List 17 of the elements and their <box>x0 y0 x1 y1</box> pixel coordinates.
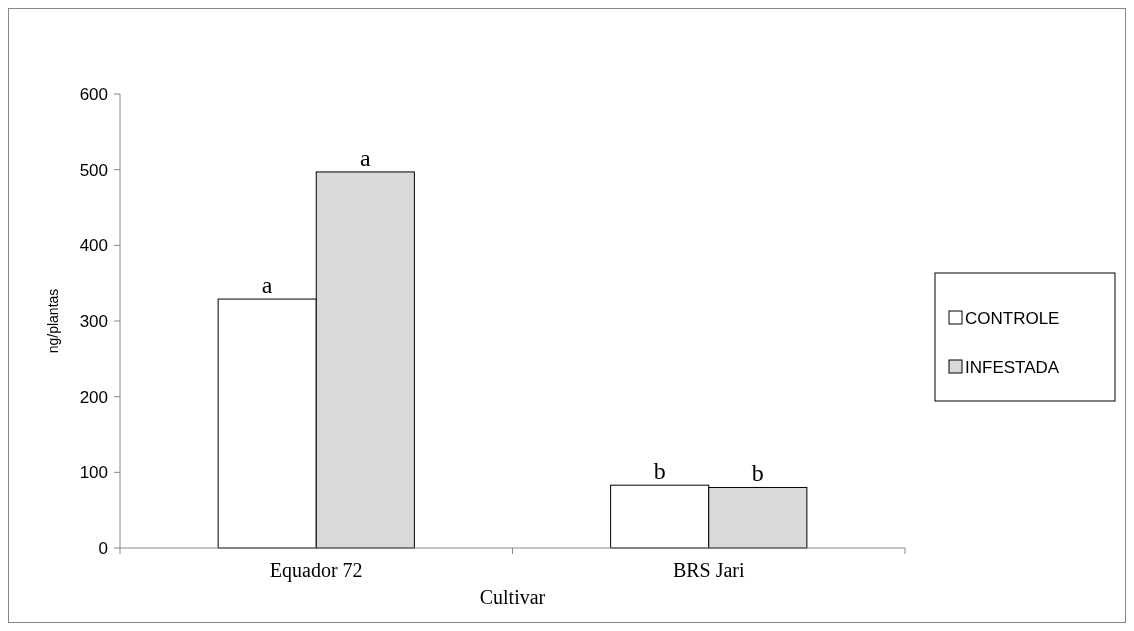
x-tick-label: Equador 72 <box>269 559 363 582</box>
y-tick-label: 0 <box>98 538 108 558</box>
annotation: b <box>653 458 666 485</box>
annotation: a <box>359 144 371 171</box>
x-tick-label: BRS Jari <box>672 559 746 581</box>
y-tick-label: 400 <box>79 236 108 256</box>
y-tick-label: 300 <box>79 311 108 331</box>
y-tick-label: 600 <box>79 84 108 104</box>
y-tick-label: 100 <box>79 463 108 483</box>
y-axis-title: ng/plantas <box>45 288 61 354</box>
annotation: b <box>751 460 764 487</box>
annotation: a <box>261 272 273 299</box>
y-tick-label: 200 <box>79 387 108 407</box>
legend-label: INFESTADA <box>965 357 1060 377</box>
y-tick-label: 500 <box>79 160 108 180</box>
legend-label: CONTROLE <box>965 308 1060 328</box>
x-axis-title: Cultivar <box>479 586 546 608</box>
